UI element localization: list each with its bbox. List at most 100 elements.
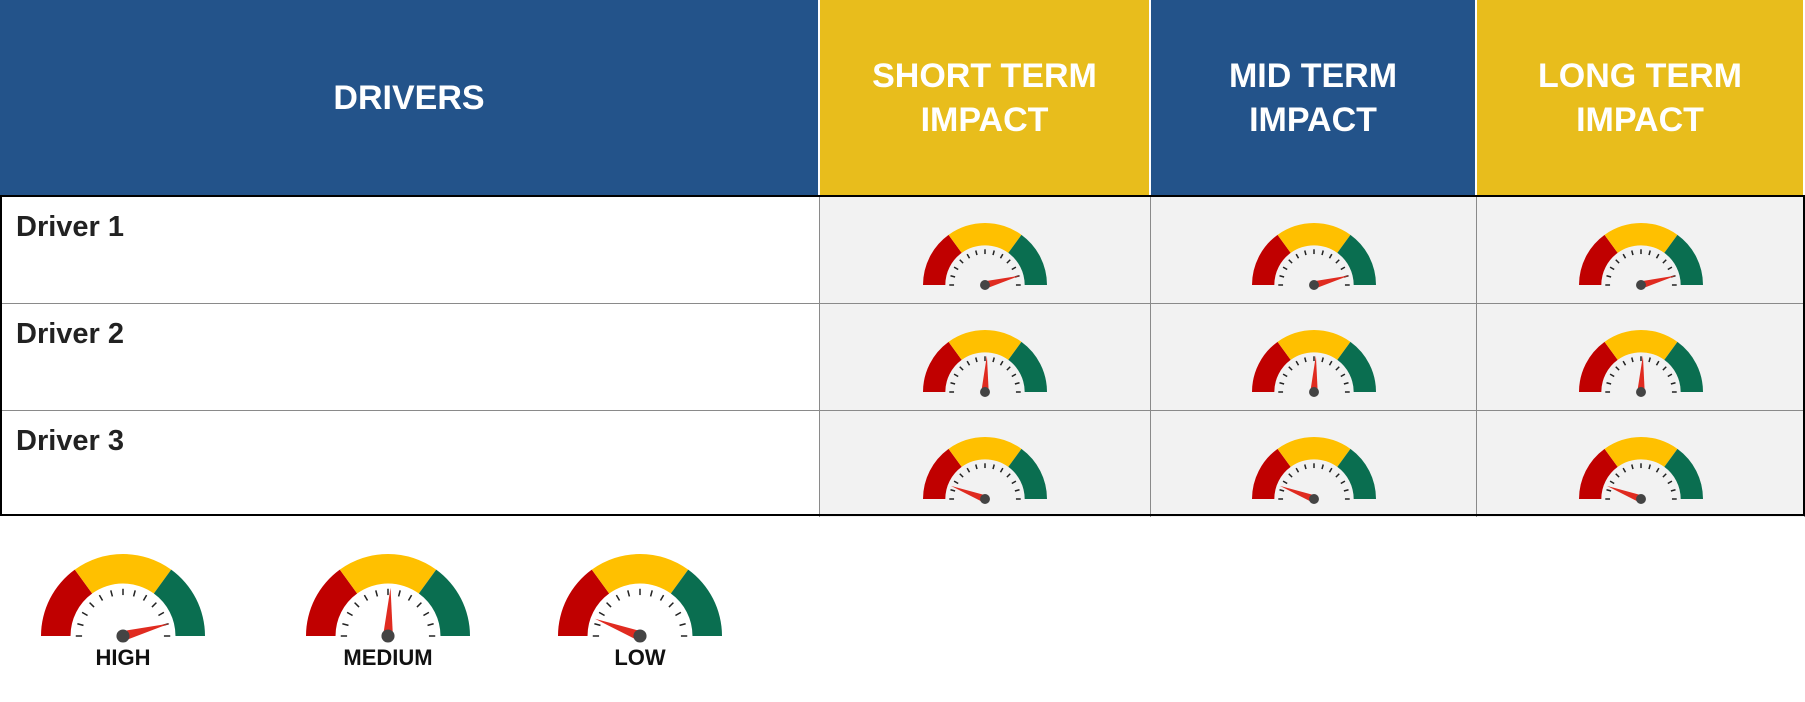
gauge-tick	[98, 594, 104, 601]
gauge	[1578, 223, 1703, 290]
gauge-tick	[1605, 489, 1611, 492]
gauge-tick	[1303, 464, 1307, 470]
gauge-tick	[1655, 253, 1660, 259]
gauge	[923, 223, 1047, 290]
gauge-tick	[1661, 259, 1667, 264]
gauge-tick	[992, 250, 995, 256]
impact-cell	[1151, 196, 1477, 303]
gauge-tick	[1605, 275, 1611, 278]
gauge-band	[923, 448, 962, 499]
gauge-tick	[1282, 480, 1288, 485]
gauge-tick	[1278, 489, 1284, 492]
driver-label: Driver 3	[0, 410, 820, 517]
gauge-band	[1604, 223, 1677, 253]
gauge-tick	[999, 360, 1004, 366]
gauge-band	[1663, 234, 1703, 285]
gauge-tick	[1655, 360, 1660, 366]
gauge-tick	[132, 590, 136, 597]
gauge-hub	[980, 494, 990, 504]
header-text: DRIVERS	[333, 79, 485, 117]
gauge-band	[1277, 437, 1350, 467]
gauge-tick	[363, 594, 369, 601]
gauge-tick	[1303, 357, 1307, 363]
gauge-tick	[953, 373, 959, 378]
gauge-band	[558, 569, 610, 636]
gauge-tick	[1343, 382, 1349, 385]
header-cell: SHORT TERM IMPACT	[820, 0, 1151, 196]
gauge-band	[1251, 341, 1291, 392]
gauge-needle	[984, 275, 1021, 289]
gauge-tick	[1614, 473, 1620, 478]
header-cell: LONG TERM IMPACT	[1477, 0, 1805, 196]
gauge-tick	[679, 623, 686, 627]
gauge-tick	[959, 366, 964, 371]
gauge-tick	[1339, 373, 1345, 378]
gauge-tick	[1282, 373, 1288, 378]
gauge-tick	[416, 602, 422, 608]
gauge-tick	[1278, 382, 1284, 385]
gauge-needle	[1279, 485, 1315, 503]
gauge-tick	[1294, 253, 1299, 259]
gauge-tick	[1287, 473, 1293, 478]
gauge-tick	[1320, 464, 1324, 470]
gauge-tick	[668, 602, 674, 608]
gauge-tick	[1006, 473, 1011, 478]
gauge-tick	[966, 360, 971, 366]
gauge-band	[1663, 341, 1703, 392]
gauge-tick	[1655, 467, 1660, 473]
legend-label: HIGH	[95, 645, 151, 670]
gauge-band	[1578, 234, 1618, 285]
driver-label: Driver 1	[0, 196, 820, 303]
gauge	[1578, 437, 1703, 504]
gauge-hub	[980, 280, 990, 290]
impact-cell	[820, 410, 1151, 517]
gauge-tick	[1630, 464, 1634, 470]
gauge	[41, 554, 205, 643]
gauge-tick	[354, 602, 360, 608]
gauge-tick	[953, 266, 959, 271]
header-text: LONG TERM IMPACT	[1538, 57, 1742, 139]
gauge-tick	[1006, 259, 1011, 264]
gauge-hub	[1308, 494, 1319, 504]
gauge-tick	[659, 594, 665, 601]
gauge-band	[1251, 234, 1291, 285]
gauge-tick	[1621, 360, 1626, 366]
gauge-hub	[1635, 280, 1646, 290]
gauge-tick	[1609, 373, 1615, 378]
gauge-hub	[1635, 387, 1646, 397]
impact-cell	[820, 196, 1151, 303]
gauge-needle	[1636, 355, 1645, 393]
gauge-band	[1336, 341, 1376, 392]
gauge	[306, 554, 470, 643]
header-text: MID TERM IMPACT	[1228, 57, 1398, 139]
gauge-tick	[1670, 382, 1676, 385]
gauge-tick	[110, 590, 114, 597]
gauge-band	[1251, 448, 1291, 499]
gauge-tick	[375, 590, 379, 597]
gauge-tick	[1334, 366, 1340, 371]
gauge-needle	[1606, 485, 1642, 503]
gauge-tick	[1609, 480, 1615, 485]
gauge-tick	[1614, 366, 1620, 371]
gauge-tick	[1328, 360, 1333, 366]
gauge-tick	[1630, 250, 1634, 256]
gauge-band	[418, 569, 470, 636]
gauge-tick	[151, 602, 157, 608]
gauge-band	[1008, 448, 1047, 499]
gauge-band	[948, 223, 1022, 253]
gauge-band	[1008, 234, 1047, 285]
gauge-tick	[1670, 489, 1676, 492]
gauge	[923, 437, 1047, 504]
gauge-tick	[953, 480, 959, 485]
gauge-tick	[1661, 366, 1667, 371]
gauge-hub	[116, 629, 130, 643]
gauge-tick	[627, 590, 631, 597]
gauge-tick	[950, 275, 956, 278]
gauge-band	[948, 437, 1022, 467]
gauge-tick	[959, 259, 964, 264]
gauge-needle	[1312, 275, 1349, 289]
gauge-tick	[615, 594, 621, 601]
gauge-band	[153, 569, 205, 636]
gauge-tick	[975, 250, 978, 256]
gauge-hub	[1635, 494, 1646, 504]
